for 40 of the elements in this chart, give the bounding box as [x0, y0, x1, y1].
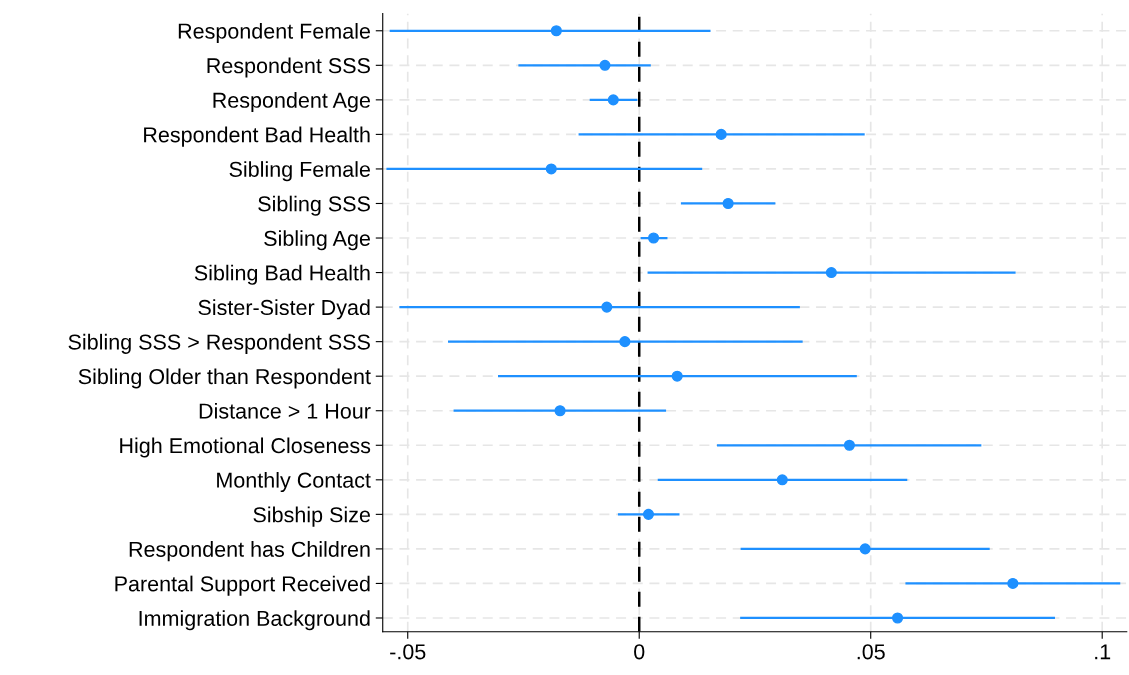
x-tick-label: .05 — [857, 644, 885, 660]
y-tick-label: Sibling Bad Health — [194, 264, 370, 285]
point — [599, 59, 611, 71]
point — [550, 25, 562, 37]
point — [825, 267, 837, 279]
y-tick-label: Parental Support Received — [115, 575, 370, 596]
y-tick-label: Sibling SSS > Respondent SSS — [68, 333, 370, 354]
y-tick-label: Respondent Bad Health — [144, 126, 370, 147]
y-tick-label: Sibling Age — [264, 230, 370, 251]
x-tick-label: .1 — [1095, 644, 1111, 660]
point — [642, 508, 655, 520]
point — [722, 197, 734, 210]
point — [554, 405, 566, 417]
point — [619, 336, 631, 348]
point — [545, 163, 557, 175]
x-tick-label: -.05 — [390, 644, 426, 660]
point — [715, 128, 727, 140]
point — [776, 474, 788, 486]
y-tick-label: Respondent Female — [178, 22, 370, 44]
point — [1007, 577, 1019, 589]
y-tick-label: Sibling SSS — [258, 195, 370, 216]
point — [892, 612, 904, 624]
point — [648, 232, 660, 244]
point — [859, 543, 871, 555]
y-tick-label: Sibling Older than Respondent — [78, 368, 371, 389]
y-tick-label: Respondent SSS — [207, 57, 370, 78]
y-tick-label: Distance > 1 Hour — [199, 402, 371, 419]
y-tick-label: Sister-Sister Dyad — [198, 299, 370, 320]
y-tick-label: Immigration Background — [139, 610, 370, 631]
y-tick-label: Sibling Female — [229, 161, 370, 182]
x-tick-label: 0 — [634, 644, 645, 660]
point — [671, 370, 683, 382]
y-tick-label: Monthly Contact — [217, 472, 371, 493]
y-tick-label: High Emotional Closeness — [120, 437, 371, 458]
y-tick-label: Respondent has Children — [129, 541, 370, 562]
y-tick-label: Sibship Size — [253, 506, 370, 527]
point — [607, 94, 619, 106]
point — [601, 301, 613, 313]
y-tick-label: Respondent Age — [213, 92, 370, 113]
point — [843, 439, 855, 451]
